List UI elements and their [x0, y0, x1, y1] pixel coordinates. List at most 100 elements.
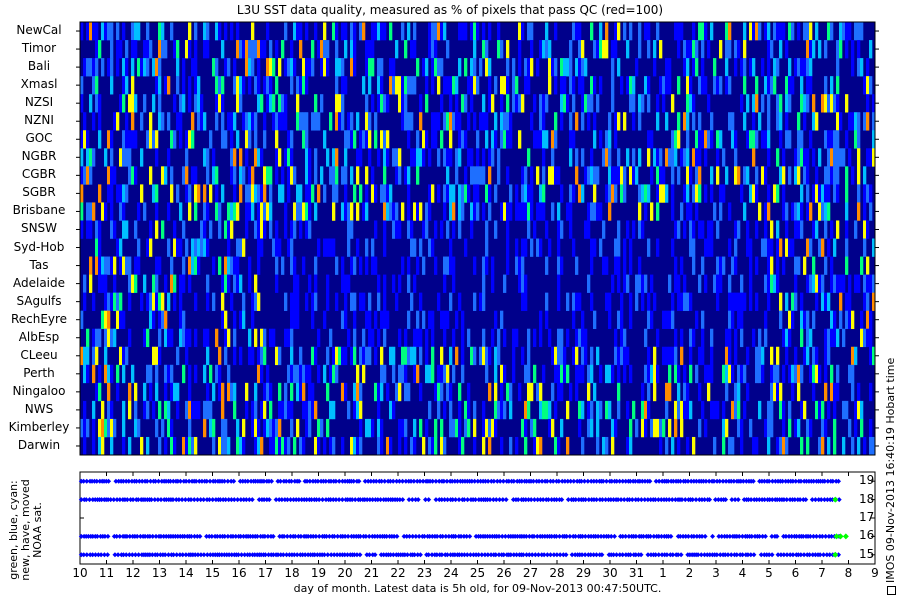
data-point	[191, 497, 197, 503]
heatmap-cell	[356, 166, 360, 185]
heatmap-cell	[797, 364, 801, 384]
heatmap-cell	[377, 274, 381, 293]
heatmap-cell	[179, 112, 183, 131]
data-point	[823, 533, 829, 539]
heatmap-cell	[323, 364, 327, 384]
heatmap-cell	[89, 148, 93, 167]
heatmap-cell	[632, 94, 636, 113]
heatmap-cell	[305, 292, 309, 311]
heatmap-cell	[266, 166, 270, 185]
heatmap-cell	[440, 94, 444, 113]
heatmap-cell	[371, 58, 375, 77]
heatmap-cell	[101, 436, 105, 456]
heatmap-cell	[227, 238, 231, 257]
data-point	[367, 497, 373, 503]
data-point	[745, 497, 751, 503]
data-point	[491, 478, 497, 484]
heatmap-cell	[587, 94, 591, 113]
heatmap-cell	[869, 310, 873, 330]
timestamp-label: IMOS 09-Nov-2013 16:40:19 Hobart time	[884, 358, 897, 595]
heatmap-cell	[200, 94, 204, 113]
heatmap-cell	[806, 40, 810, 59]
heatmap-cell	[854, 274, 858, 293]
heatmap-cell	[269, 328, 273, 348]
heatmap-cell	[488, 76, 492, 95]
region-label: Ningaloo	[12, 383, 66, 398]
heatmap-cell	[857, 58, 861, 77]
heatmap-cell	[626, 400, 630, 420]
heatmap-cell	[539, 328, 543, 348]
heatmap-cell	[536, 436, 540, 456]
heatmap-cell	[209, 130, 213, 149]
heatmap-cell	[356, 436, 360, 456]
heatmap-cell	[539, 130, 543, 149]
data-point	[206, 497, 212, 503]
heatmap-cell	[650, 310, 654, 330]
heatmap-cell	[116, 310, 120, 330]
heatmap-cell	[215, 22, 219, 41]
heatmap-cell	[698, 382, 702, 402]
heatmap-cell	[770, 418, 774, 438]
heatmap-cell	[215, 166, 219, 185]
data-point	[528, 497, 534, 503]
data-point	[685, 533, 691, 539]
heatmap-cell	[134, 220, 138, 239]
heatmap-cell	[689, 166, 693, 185]
data-point	[214, 533, 220, 539]
heatmap-cell	[374, 220, 378, 239]
heatmap-cell	[410, 112, 414, 131]
heatmap-cell	[164, 364, 168, 384]
heatmap-cell	[449, 238, 453, 257]
heatmap-cell	[395, 292, 399, 311]
heatmap-cell	[812, 184, 816, 203]
data-point	[351, 478, 357, 484]
heatmap-cell	[764, 76, 768, 95]
data-point	[239, 552, 245, 558]
heatmap-cell	[467, 400, 471, 420]
heatmap-cell	[644, 418, 648, 438]
data-point	[760, 533, 766, 539]
heatmap-cell	[485, 364, 489, 384]
heatmap-cell	[695, 148, 699, 167]
heatmap-cell	[752, 148, 756, 167]
heatmap-cell	[851, 40, 855, 59]
heatmap-cell	[248, 40, 252, 59]
heatmap-cell	[458, 400, 462, 420]
data-point	[444, 478, 450, 484]
data-point	[633, 497, 639, 503]
heatmap-cell	[269, 400, 273, 420]
heatmap-cell	[83, 292, 87, 311]
heatmap-cell	[560, 346, 564, 366]
heatmap-cell	[323, 238, 327, 257]
heatmap-cell	[272, 112, 276, 131]
heatmap-cell	[614, 40, 618, 59]
data-point	[582, 533, 588, 539]
heatmap-cell	[410, 292, 414, 311]
data-point	[478, 478, 484, 484]
heatmap-cell	[317, 328, 321, 348]
heatmap-cell	[620, 346, 624, 366]
heatmap-cell	[617, 382, 621, 402]
data-point	[573, 497, 579, 503]
heatmap-cell	[440, 310, 444, 330]
heatmap-cell	[626, 76, 630, 95]
heatmap-cell	[866, 328, 870, 348]
heatmap-cell	[542, 166, 546, 185]
heatmap-cell	[800, 220, 804, 239]
region-label: SGBR	[22, 185, 56, 200]
heatmap-cell	[152, 94, 156, 113]
heatmap-cell	[752, 94, 756, 113]
heatmap-cell	[314, 202, 318, 221]
data-point	[809, 497, 815, 503]
heatmap-cell	[674, 400, 678, 420]
satellite-tick-label: 15	[859, 546, 875, 561]
heatmap-cell	[299, 346, 303, 366]
heatmap-cell	[869, 274, 873, 293]
heatmap-cell	[725, 166, 729, 185]
data-point	[296, 497, 302, 503]
heatmap-cell	[470, 220, 474, 239]
heatmap-cell	[239, 148, 243, 167]
heatmap-cell	[848, 274, 852, 293]
heatmap-cell	[134, 400, 138, 420]
heatmap-cell	[89, 94, 93, 113]
